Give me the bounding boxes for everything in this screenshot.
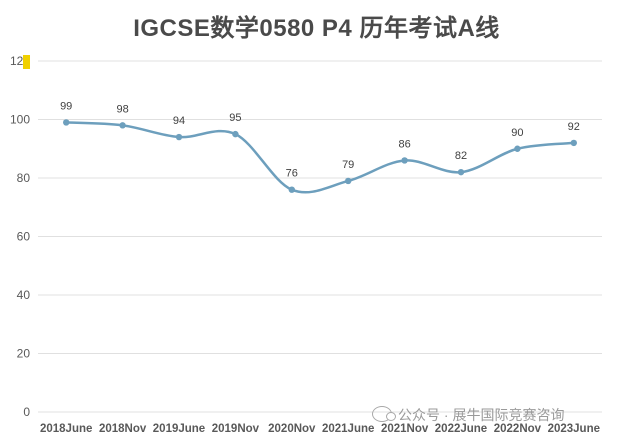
data-label: 76 — [286, 168, 298, 180]
data-point — [457, 168, 465, 176]
x-tick-label: 2020Nov — [268, 423, 316, 435]
watermark-text: 公众号 · 展牛国际竞赛咨询 — [398, 407, 565, 423]
data-label: 98 — [116, 103, 128, 115]
y-tick-label: 40 — [17, 288, 31, 302]
data-label: 82 — [455, 150, 467, 162]
data-label: 94 — [173, 115, 185, 127]
series-line-path — [64, 121, 576, 194]
data-label: 79 — [342, 159, 354, 171]
watermark: 公众号 · 展牛国际竞赛咨询 — [372, 405, 564, 425]
data-point — [570, 139, 577, 147]
data-point — [345, 177, 352, 185]
x-tick-label: 2018Nov — [99, 423, 147, 435]
y-tick-label: 60 — [17, 230, 31, 244]
chart-title: IGCSE数学0580 P4 历年考试A线 — [133, 15, 500, 42]
data-label: 92 — [568, 121, 580, 133]
highlight-marker — [23, 55, 30, 69]
gridlines — [38, 60, 602, 413]
x-tick-label: 2021Nov — [381, 423, 429, 435]
y-tick-label: 20 — [17, 347, 31, 361]
data-point — [119, 122, 126, 129]
data-label: 99 — [60, 100, 72, 112]
data-points — [62, 119, 577, 193]
data-label: 95 — [229, 112, 241, 124]
data-point — [175, 133, 183, 141]
data-point — [401, 157, 408, 164]
x-tick-label: 2021June — [322, 423, 374, 435]
y-tick-label: 100 — [10, 113, 30, 127]
x-tick-label: 2019Nov — [212, 423, 260, 435]
x-tick-label: 2023June — [548, 423, 600, 435]
x-axis-ticks: 2018June 2018Nov 2019June 2019Nov 2020Nov 202… — [40, 423, 600, 435]
data-label: 86 — [398, 138, 410, 150]
data-labels: 99 98 94 95 76 79 86 82 90 92 — [60, 100, 580, 179]
data-point — [514, 145, 521, 152]
x-tick-label: 2022June — [435, 423, 487, 435]
data-point — [232, 130, 239, 138]
wechat-icon — [372, 406, 396, 422]
x-tick-label: 2018June — [40, 423, 92, 435]
x-tick-label: 2022Nov — [494, 423, 542, 435]
y-tick-label: 80 — [17, 171, 31, 185]
data-point — [288, 186, 295, 193]
series-line — [64, 121, 576, 194]
x-tick-label: 2019June — [153, 423, 205, 435]
data-point — [62, 119, 70, 126]
y-tick-label: 0 — [23, 405, 30, 419]
data-label: 90 — [511, 127, 523, 139]
